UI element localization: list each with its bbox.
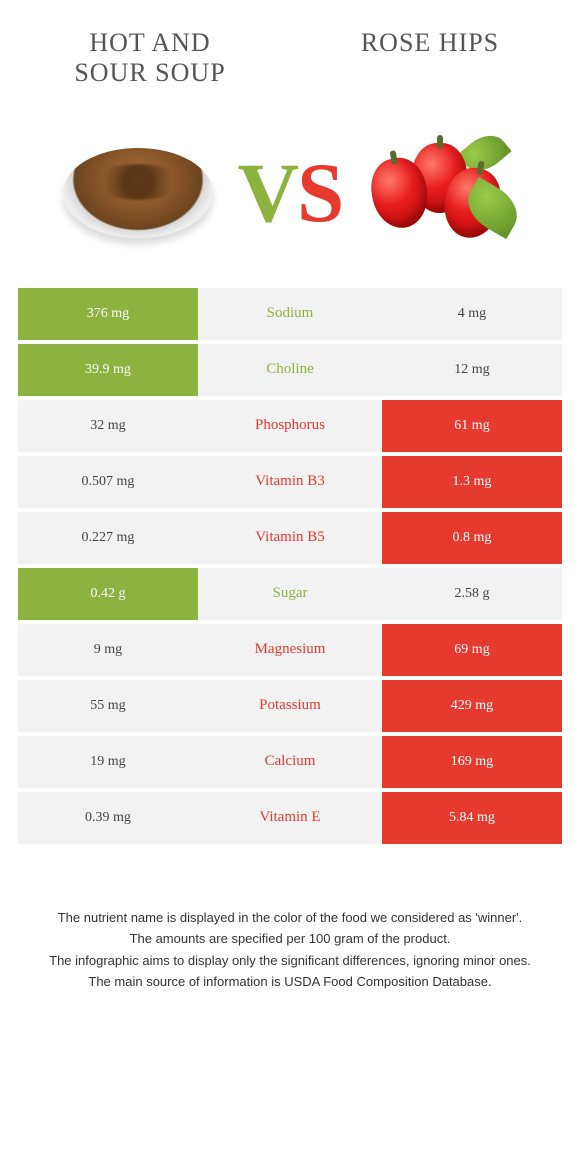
- nutrient-name-cell: Vitamin B3: [198, 456, 382, 508]
- table-row: 0.227 mgVitamin B50.8 mg: [18, 512, 562, 564]
- header: HOT AND SOUR SOUP ROSE HIPS: [0, 0, 580, 98]
- right-value-cell: 0.8 mg: [382, 512, 562, 564]
- nutrient-table: 376 mgSodium4 mg39.9 mgCholine12 mg32 mg…: [18, 288, 562, 844]
- left-value-cell: 0.507 mg: [18, 456, 198, 508]
- nutrient-name-cell: Vitamin B5: [198, 512, 382, 564]
- table-row: 39.9 mgCholine12 mg: [18, 344, 562, 396]
- right-value-cell: 61 mg: [382, 400, 562, 452]
- nutrient-name-cell: Calcium: [198, 736, 382, 788]
- right-value-cell: 169 mg: [382, 736, 562, 788]
- hero-row: VS: [0, 98, 580, 288]
- table-row: 55 mgPotassium429 mg: [18, 680, 562, 732]
- left-value-cell: 0.227 mg: [18, 512, 198, 564]
- right-food-title: ROSE HIPS: [330, 28, 530, 58]
- table-row: 0.42 gSugar2.58 g: [18, 568, 562, 620]
- right-value-cell: 2.58 g: [382, 568, 562, 620]
- soup-icon: [58, 128, 218, 258]
- nutrient-name-cell: Potassium: [198, 680, 382, 732]
- table-row: 19 mgCalcium169 mg: [18, 736, 562, 788]
- right-value-cell: 4 mg: [382, 288, 562, 340]
- footer-notes: The nutrient name is displayed in the co…: [0, 848, 580, 992]
- right-value-cell: 12 mg: [382, 344, 562, 396]
- left-value-cell: 55 mg: [18, 680, 198, 732]
- left-value-cell: 9 mg: [18, 624, 198, 676]
- right-value-cell: 5.84 mg: [382, 792, 562, 844]
- footer-line: The amounts are specified per 100 gram o…: [30, 929, 550, 949]
- left-value-cell: 19 mg: [18, 736, 198, 788]
- nutrient-name-cell: Sugar: [198, 568, 382, 620]
- left-value-cell: 0.42 g: [18, 568, 198, 620]
- left-value-cell: 0.39 mg: [18, 792, 198, 844]
- table-row: 376 mgSodium4 mg: [18, 288, 562, 340]
- table-row: 0.39 mgVitamin E5.84 mg: [18, 792, 562, 844]
- footer-line: The main source of information is USDA F…: [30, 972, 550, 992]
- vs-label: VS: [238, 144, 343, 242]
- footer-line: The infographic aims to display only the…: [30, 951, 550, 971]
- table-row: 9 mgMagnesium69 mg: [18, 624, 562, 676]
- table-row: 0.507 mgVitamin B31.3 mg: [18, 456, 562, 508]
- left-value-cell: 376 mg: [18, 288, 198, 340]
- right-value-cell: 69 mg: [382, 624, 562, 676]
- nutrient-name-cell: Magnesium: [198, 624, 382, 676]
- left-value-cell: 32 mg: [18, 400, 198, 452]
- footer-line: The nutrient name is displayed in the co…: [30, 908, 550, 928]
- left-food-title: HOT AND SOUR SOUP: [50, 28, 250, 88]
- vs-letter-s: S: [297, 144, 342, 242]
- nutrient-name-cell: Sodium: [198, 288, 382, 340]
- left-value-cell: 39.9 mg: [18, 344, 198, 396]
- vs-letter-v: V: [238, 144, 297, 242]
- rosehips-icon: [362, 128, 522, 258]
- nutrient-name-cell: Choline: [198, 344, 382, 396]
- right-value-cell: 1.3 mg: [382, 456, 562, 508]
- nutrient-name-cell: Vitamin E: [198, 792, 382, 844]
- table-row: 32 mgPhosphorus61 mg: [18, 400, 562, 452]
- right-value-cell: 429 mg: [382, 680, 562, 732]
- nutrient-name-cell: Phosphorus: [198, 400, 382, 452]
